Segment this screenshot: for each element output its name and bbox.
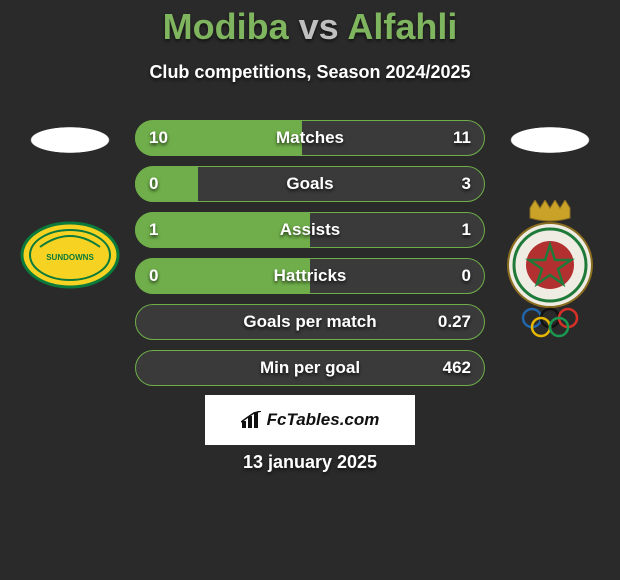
player2-club-logo	[495, 200, 605, 350]
stat-right-value: 1	[462, 220, 471, 240]
stat-right-value: 3	[462, 174, 471, 194]
far-rabat-badge-icon	[495, 200, 605, 350]
brand-text: FcTables.com	[267, 410, 380, 430]
vs-text: vs	[299, 6, 339, 47]
svg-text:SUNDOWNS: SUNDOWNS	[46, 253, 94, 262]
stat-row: 0.27 Goals per match	[135, 304, 485, 340]
player1-avatar-placeholder	[15, 100, 125, 170]
stat-left-value: 0	[149, 174, 158, 194]
stat-row: 0 0 Hattricks	[135, 258, 485, 294]
right-column	[490, 100, 610, 350]
stat-row: 0 3 Goals	[135, 166, 485, 202]
stat-left-value: 10	[149, 128, 168, 148]
stat-right-value: 462	[443, 358, 471, 378]
player2-avatar-placeholder	[495, 100, 605, 170]
brand-box: FcTables.com	[205, 395, 415, 445]
player1-club-logo: SUNDOWNS	[15, 200, 125, 310]
stat-left-value: 1	[149, 220, 158, 240]
brand-label: FcTables.com	[241, 410, 380, 430]
stat-label: Goals	[286, 174, 333, 194]
stat-label: Goals per match	[243, 312, 376, 332]
stat-label: Assists	[280, 220, 340, 240]
stat-label: Hattricks	[274, 266, 347, 286]
subtitle: Club competitions, Season 2024/2025	[0, 62, 620, 83]
stat-right-value: 0.27	[438, 312, 471, 332]
stat-row: 462 Min per goal	[135, 350, 485, 386]
sundowns-badge-icon: SUNDOWNS	[20, 215, 120, 295]
stat-row: 10 11 Matches	[135, 120, 485, 156]
comparison-card: Modiba vs Alfahli Club competitions, Sea…	[0, 0, 620, 580]
bar-chart-icon	[241, 411, 263, 429]
player2-name: Alfahli	[347, 6, 457, 47]
stat-right-value: 11	[453, 128, 471, 148]
stat-left-value: 0	[149, 266, 158, 286]
stat-row: 1 1 Assists	[135, 212, 485, 248]
stats-block: 1011Matches03Goals11Assists00Hattricks0.…	[135, 120, 485, 396]
page-title: Modiba vs Alfahli	[0, 0, 620, 48]
stat-label: Min per goal	[260, 358, 360, 378]
stat-label: Matches	[276, 128, 344, 148]
player1-name: Modiba	[163, 6, 289, 47]
date-label: 13 january 2025	[243, 452, 377, 473]
left-column: SUNDOWNS	[10, 100, 130, 310]
stat-bar-fill	[135, 166, 198, 202]
stat-right-value: 0	[462, 266, 471, 286]
